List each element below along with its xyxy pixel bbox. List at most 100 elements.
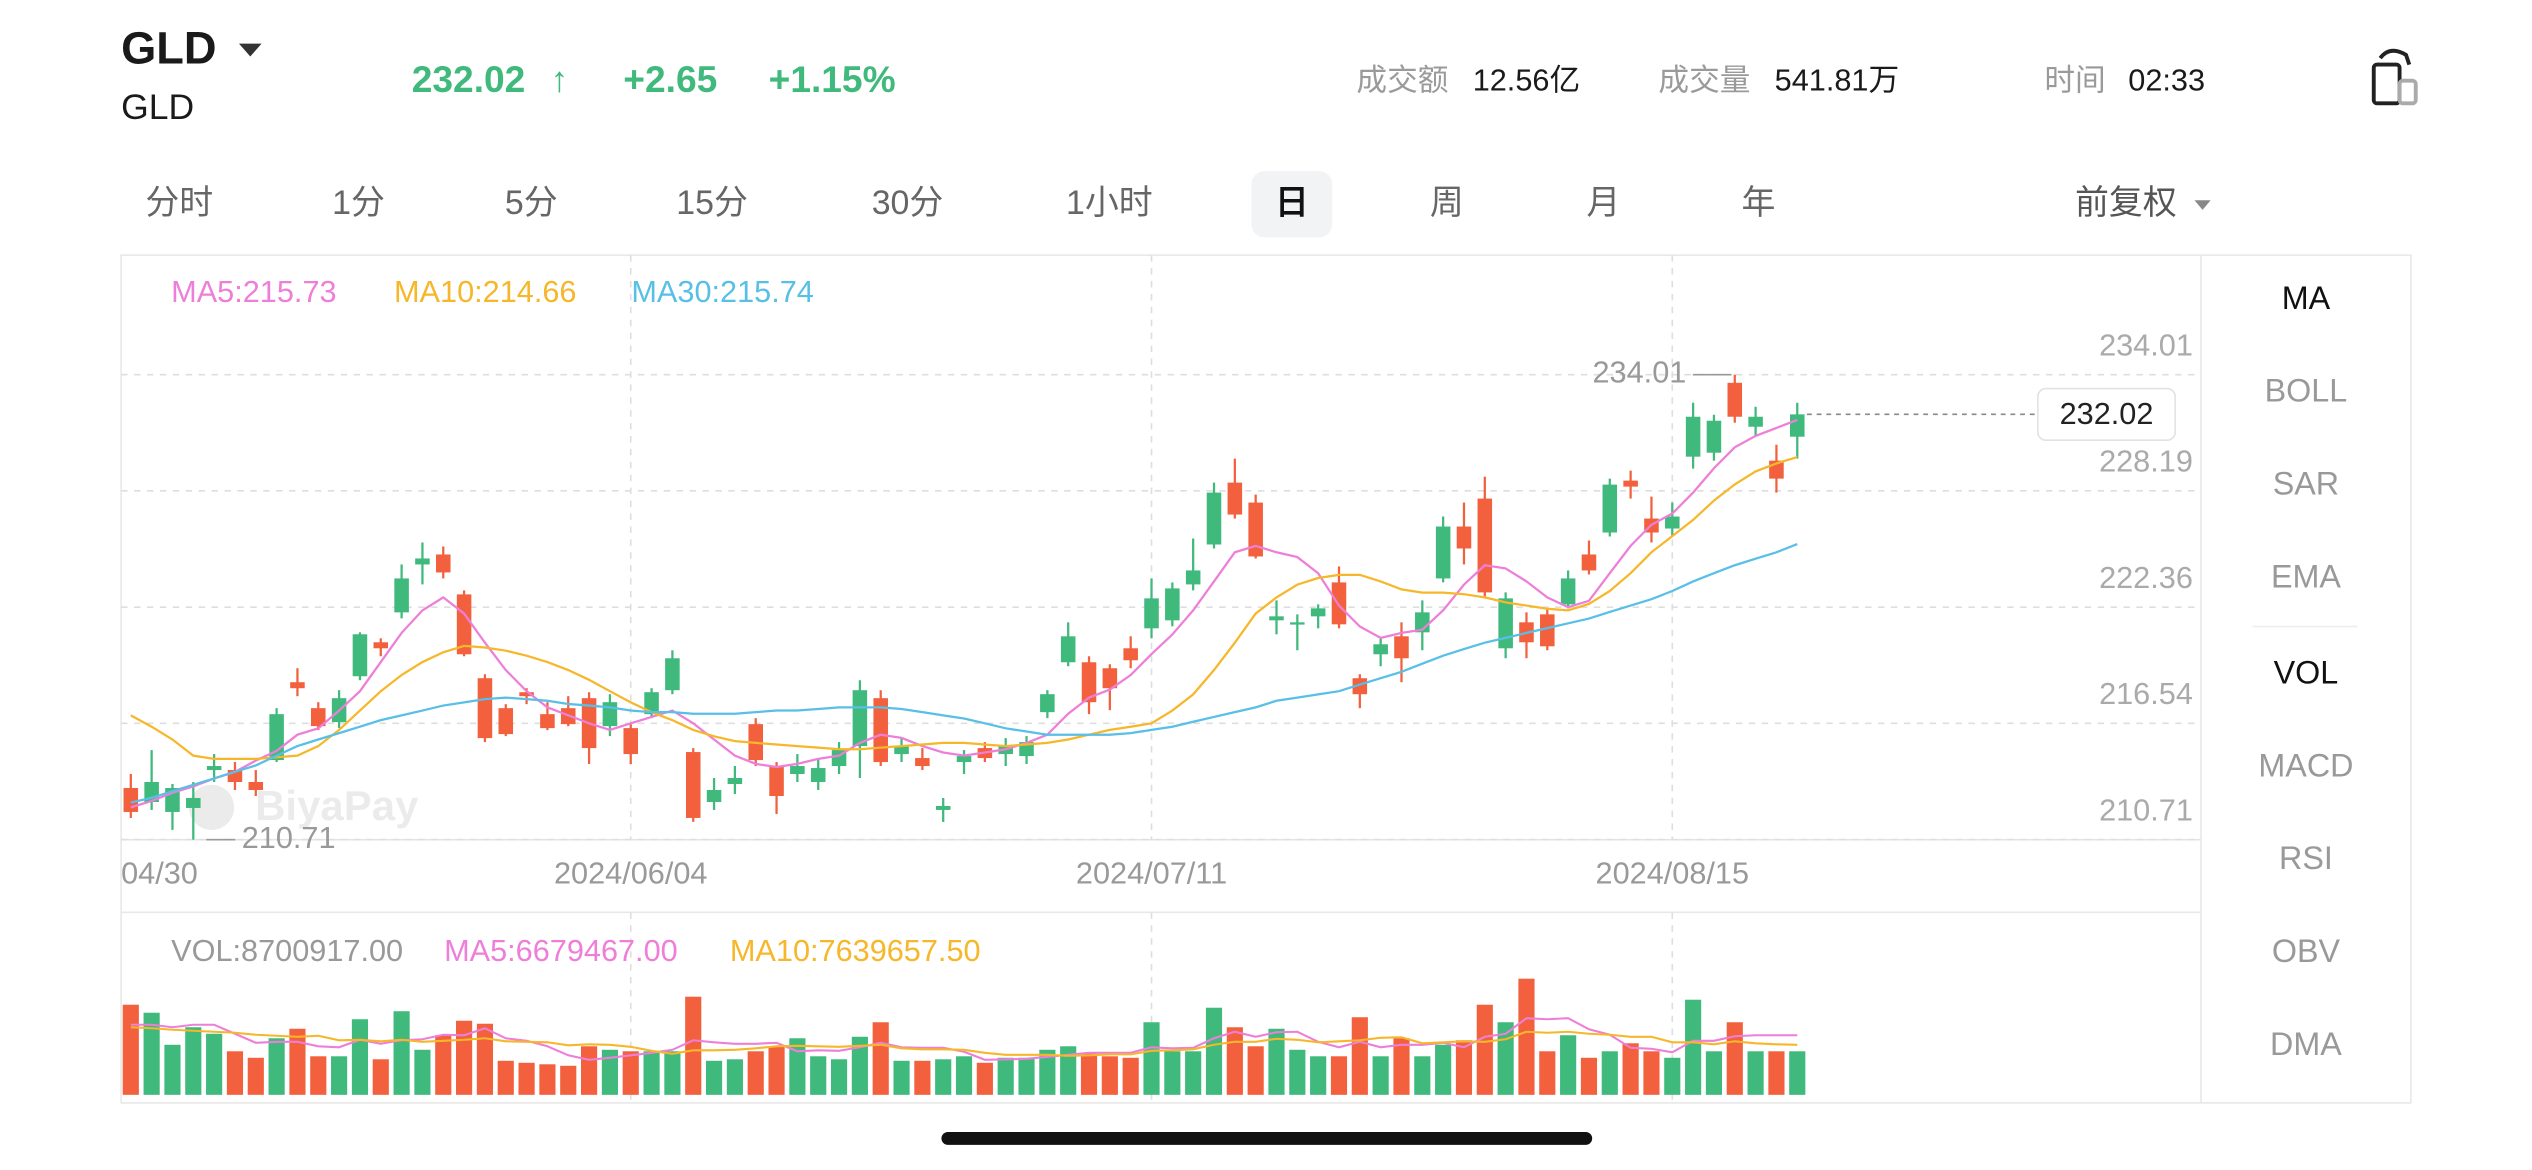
- rotate-button[interactable]: [2371, 48, 2418, 106]
- symbol-dropdown[interactable]: [238, 43, 262, 57]
- volume-bar: [1226, 1027, 1243, 1095]
- volume-label: VOL:8700917.00: [171, 933, 403, 968]
- symbol-name: GLD: [121, 87, 194, 127]
- period-tab[interactable]: 年: [1742, 184, 1776, 222]
- volume-bar: [705, 1060, 723, 1095]
- sub-indicator[interactable]: MACD: [2258, 747, 2353, 783]
- candle-body: [727, 778, 743, 785]
- volume-bar: [268, 1038, 285, 1095]
- candle-body: [1040, 694, 1055, 713]
- candle-body: [1540, 614, 1555, 647]
- last-price-label: 232.02: [2060, 396, 2154, 431]
- sub-indicator[interactable]: RSI: [2279, 840, 2333, 876]
- ma-line: [130, 418, 1798, 809]
- volume-bar: [1705, 1051, 1723, 1095]
- volume-bar: [789, 1038, 806, 1095]
- candle-body: [1477, 498, 1493, 593]
- volume-bar: [1393, 1038, 1410, 1095]
- volume-bar: [747, 1051, 764, 1095]
- period-tab[interactable]: 1小时: [1066, 184, 1153, 222]
- volume-bar: [1789, 1051, 1806, 1095]
- x-tick-label: 04/30: [121, 855, 198, 890]
- candle-body: [1373, 644, 1388, 655]
- volume-bar: [1351, 1017, 1368, 1095]
- candle-body: [1665, 516, 1680, 529]
- period-tab[interactable]: 周: [1430, 184, 1464, 222]
- legend-label: MA5:215.73: [171, 274, 336, 309]
- volume-bar: [1622, 1043, 1639, 1095]
- candle-body: [1310, 608, 1326, 617]
- symbol[interactable]: GLD: [121, 23, 216, 74]
- candle-body: [311, 708, 326, 727]
- volume-bar: [1018, 1057, 1035, 1095]
- indicator[interactable]: SAR: [2273, 466, 2339, 502]
- period-tab[interactable]: 日: [1275, 184, 1309, 222]
- y-tick-label: 228.19: [2099, 443, 2193, 478]
- volume-bar: [1039, 1049, 1056, 1095]
- period-tab[interactable]: 5分: [505, 184, 558, 222]
- candle-body: [644, 692, 659, 715]
- candle-body: [1581, 554, 1597, 571]
- period-tab[interactable]: 月: [1587, 184, 1621, 222]
- sub-indicator[interactable]: DMA: [2270, 1026, 2342, 1062]
- turnover-label: 成交额: [1356, 62, 1448, 97]
- candle-body: [1394, 636, 1409, 659]
- volume-bar: [1289, 1049, 1306, 1095]
- volume-bar: [1164, 1051, 1181, 1095]
- volume-bar: [1476, 1004, 1493, 1095]
- legend-label: MA30:215.74: [631, 274, 813, 309]
- indicator[interactable]: MA: [2282, 280, 2331, 316]
- volume-bar: [560, 1065, 577, 1095]
- turnover: 12.56亿: [1473, 62, 1580, 97]
- last-price-box: [2037, 387, 2176, 441]
- sub-indicator[interactable]: OBV: [2272, 933, 2341, 969]
- candle-body: [1165, 588, 1180, 621]
- time: 02:33: [2128, 62, 2205, 97]
- volume-bar: [1747, 1051, 1764, 1095]
- volume-bar: [414, 1049, 431, 1095]
- volume-bar: [310, 1056, 327, 1095]
- adjust-dropdown[interactable]: [2194, 200, 2211, 210]
- candle-body: [227, 770, 243, 783]
- candle-body: [935, 805, 951, 810]
- adjust-select[interactable]: 前复权: [2075, 184, 2177, 222]
- candle-body: [810, 768, 826, 783]
- candle-body: [1123, 648, 1138, 661]
- candle-body: [1498, 598, 1513, 649]
- volume-bar: [1372, 1056, 1389, 1095]
- candle-body: [685, 752, 701, 818]
- volume-label: 成交量: [1658, 62, 1750, 97]
- volume-bar: [518, 1062, 535, 1095]
- period-tab[interactable]: 15分: [676, 184, 748, 222]
- y-tick-label: 234.01: [2099, 327, 2193, 362]
- volume-bar: [601, 1049, 618, 1095]
- candle-body: [1206, 492, 1222, 545]
- time-label: 时间: [2044, 62, 2105, 97]
- sub-indicator[interactable]: VOL: [2274, 655, 2339, 691]
- period-tab[interactable]: 30分: [872, 184, 944, 222]
- volume-bar: [164, 1044, 181, 1095]
- x-tick-label: 2024/06/04: [554, 855, 708, 890]
- period-tab[interactable]: 分时: [145, 184, 213, 222]
- watermark: BiyaPay: [188, 782, 419, 831]
- volume-bar: [1080, 1052, 1098, 1095]
- volume: 541.81万: [1775, 62, 1899, 97]
- volume-bar: [1122, 1057, 1139, 1095]
- volume-bar: [914, 1060, 931, 1095]
- volume-bar: [1539, 1051, 1556, 1095]
- indicator[interactable]: BOLL: [2265, 373, 2348, 409]
- candle-body: [623, 728, 639, 755]
- indicator[interactable]: EMA: [2271, 558, 2341, 594]
- candle-body: [1435, 526, 1451, 579]
- period-tab[interactable]: 1分: [332, 184, 385, 222]
- volume-bar: [1414, 1056, 1431, 1095]
- volume-bar: [393, 1011, 410, 1095]
- watermark-text: BiyaPay: [255, 782, 419, 829]
- volume-bar: [830, 1059, 848, 1095]
- volume-bar: [768, 1046, 785, 1095]
- candle-body: [519, 692, 534, 697]
- volume-bar: [539, 1064, 556, 1095]
- volume-bar: [497, 1060, 514, 1095]
- selected-tab-bg: [1251, 171, 1333, 238]
- price: 232.02: [412, 58, 526, 100]
